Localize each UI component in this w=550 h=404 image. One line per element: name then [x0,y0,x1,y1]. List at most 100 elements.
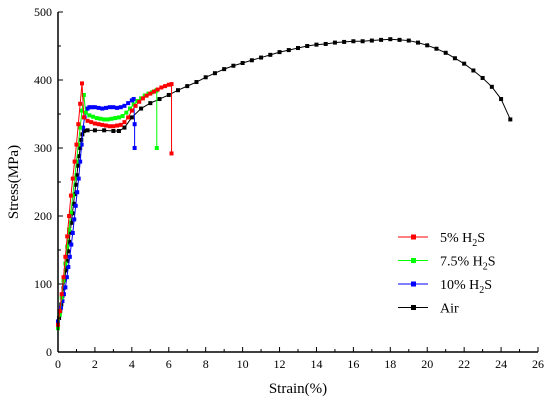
data-point [69,242,74,247]
y-tick-label: 0 [46,345,52,359]
legend-label: 7.5% H2S [440,255,496,273]
data-point [323,41,328,46]
data-point [140,96,145,101]
data-point [296,46,300,51]
y-tick-label: 400 [34,73,52,87]
y-tick-label: 500 [34,5,52,19]
data-point [72,217,77,222]
data-point [116,115,121,120]
data-point [176,88,180,93]
data-point [118,122,123,127]
legend-item: 7.5% H2S [398,255,496,273]
data-point [96,105,101,110]
data-point [75,190,80,195]
data-point [81,129,86,133]
data-point [314,42,319,47]
data-point [259,55,264,60]
data-point [75,163,80,168]
data-point [154,146,159,150]
data-point [80,108,84,113]
data-point [144,93,149,98]
data-point [100,122,105,127]
data-point [76,176,81,181]
data-point [73,182,78,187]
data-point [90,105,95,110]
legend-marker [411,281,416,287]
y-tick-label: 300 [34,141,52,155]
data-point [65,234,70,239]
series-air [56,37,513,327]
data-point [111,124,116,129]
data-point [406,38,411,43]
data-point [128,106,132,111]
data-point [379,37,384,42]
data-point [111,129,116,133]
data-point [159,85,164,90]
data-point [68,230,73,235]
data-point [111,105,116,110]
data-point [126,115,131,120]
data-point [249,58,254,63]
data-point [78,125,83,130]
data-point [63,254,68,259]
x-axis-title: Strain(%) [269,381,327,397]
data-point [166,92,171,97]
data-point [139,106,144,111]
data-point [92,121,97,126]
legend-marker [411,234,416,240]
data-point [63,285,68,290]
data-point [185,84,190,89]
data-point [63,268,68,273]
data-point [212,71,217,76]
x-tick-label: 16 [347,357,359,371]
data-point [163,84,168,89]
data-point [397,37,402,42]
data-point [74,142,79,147]
data-point [92,128,97,133]
data-point [83,110,88,115]
data-point [66,265,71,269]
data-point [113,116,118,121]
data-point [133,103,138,108]
data-point [231,63,236,68]
x-tick-label: 4 [129,357,135,371]
data-point [60,299,65,303]
data-point [109,116,114,121]
data-point [499,97,504,102]
legend-label: 5% H2S [440,231,485,249]
data-point [73,203,78,208]
data-point [122,125,127,130]
legend-label-name: Air [440,302,459,317]
legend-label-name: 7.5% H [440,255,483,270]
data-point [155,87,160,92]
data-point [78,101,83,106]
legend-label: Air [440,302,459,317]
data-point [351,39,356,44]
x-tick-label: 0 [55,357,61,371]
data-point [118,105,123,110]
data-point [115,105,120,110]
data-point [240,61,245,65]
y-ticks: 0 100 200 300 400 500 [34,5,63,359]
data-point [100,106,105,111]
data-point [104,123,108,128]
legend-label-name: 5% H [440,231,472,246]
data-point [388,37,393,42]
x-ticks: 0 2 4 6 8 10 12 14 16 18 20 22 24 26 [55,347,544,371]
data-point [65,244,70,249]
x-tick-label: 2 [92,357,98,371]
data-point [67,254,72,259]
data-point [87,113,92,118]
x-tick-label: 24 [495,357,507,371]
data-point [81,115,86,120]
legend-label-name: 10% H [440,278,479,293]
data-point [81,92,86,97]
data-point [65,249,70,254]
plot-area [56,37,513,331]
data-point [124,110,129,115]
data-point [102,128,107,133]
data-point [104,105,108,110]
